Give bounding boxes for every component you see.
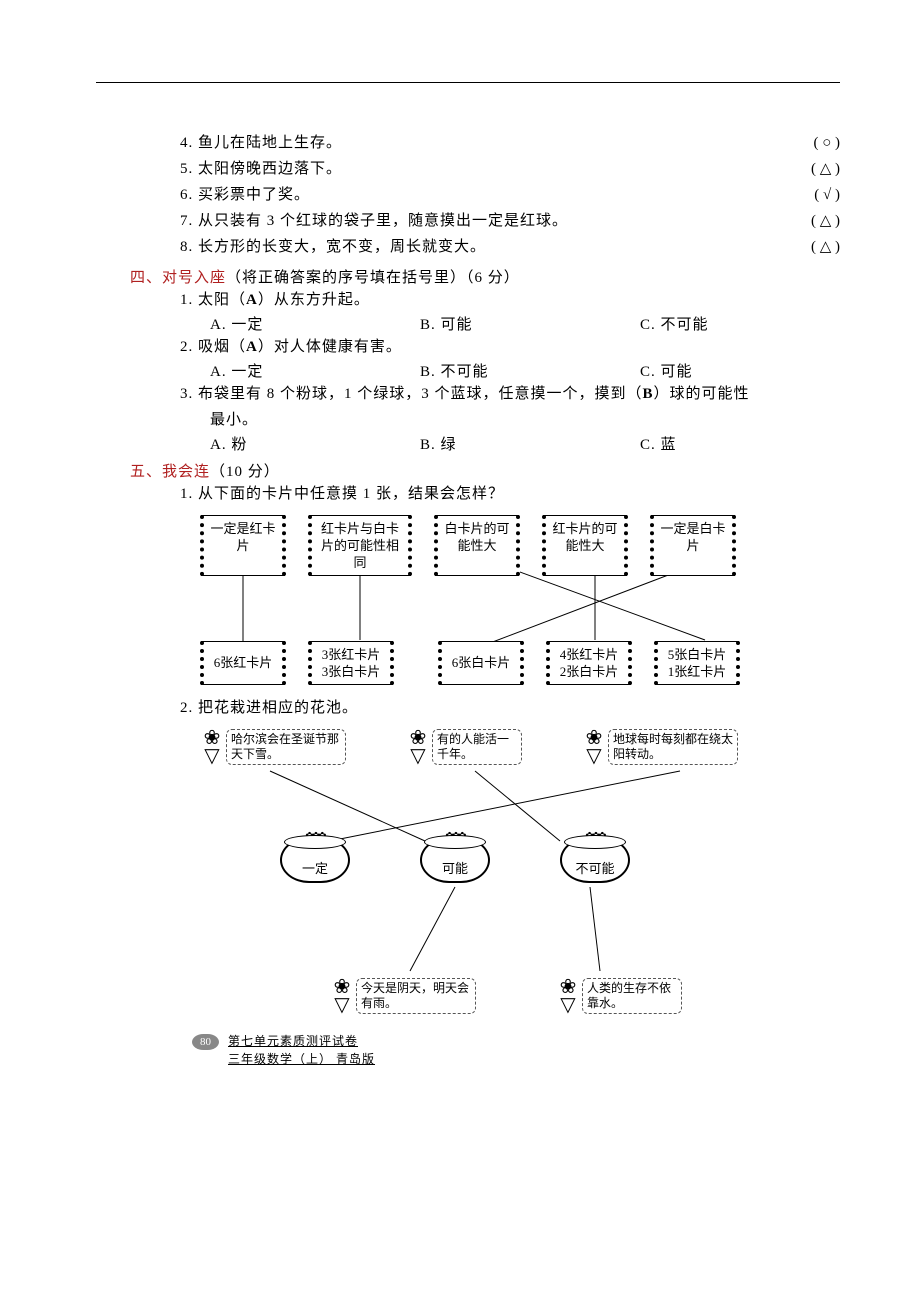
- s4-q2-choices: A. 一定 B. 不可能 C. 可能: [80, 360, 840, 381]
- item-num: 3.: [180, 381, 193, 407]
- answer-bold: A: [246, 339, 258, 355]
- card-top-3: 红卡片的可能性大: [542, 515, 628, 576]
- choice-b: B. 不可能: [420, 360, 640, 381]
- basin-label: 不可能: [562, 858, 628, 877]
- item-text: 太阳傍晚西边落下。: [193, 156, 792, 182]
- choice-c: C. 不可能: [640, 313, 790, 334]
- s3-item-5: 5. 太阳傍晚西边落下。 ( △ ): [80, 156, 840, 182]
- choice-b: B. 可能: [420, 313, 640, 334]
- item-num: 5.: [180, 156, 193, 182]
- section-5-title: 五、我会连（10 分）: [80, 460, 840, 481]
- flowerbox-4: ❀▽ 人类的生存不依靠水。: [556, 978, 682, 1014]
- item-num: 8.: [180, 234, 193, 260]
- item-num: 6.: [180, 182, 193, 208]
- s3-item-8: 8. 长方形的长变大，宽不变，周长就变大。 ( △ ): [80, 234, 840, 260]
- card-row-top: 一定是红卡片 红卡片与白卡片的可能性相同 白卡片的可能性大 红卡片的可能性大 一…: [200, 515, 736, 576]
- flower-icon: ❀▽: [582, 729, 606, 765]
- basin-impossible: ✿✿✿ 不可能: [560, 837, 630, 883]
- footer-line2: 三年级数学（上） 青岛版: [228, 1052, 375, 1066]
- item-text: 从只装有 3 个红球的袋子里，随意摸出一定是红球。: [193, 208, 792, 234]
- pot-label: 有的人能活一千年。: [432, 729, 522, 765]
- item-num: 4.: [180, 130, 193, 156]
- basin-label: 可能: [422, 858, 488, 877]
- item-answer: ( △ ): [792, 234, 840, 260]
- s4-q1-stem: 1. 太阳（A）从东方升起。: [80, 287, 840, 313]
- choice-b: B. 绿: [420, 433, 640, 454]
- footer-line1: 第七单元素质测评试卷: [228, 1034, 358, 1048]
- pot-label: 人类的生存不依靠水。: [582, 978, 682, 1014]
- pot-matching-diagram: ❀▽ 哈尔滨会在圣诞节那天下雪。 ❀▽ 有的人能活一千年。 ❀▽ 地球每时每刻都…: [200, 729, 840, 1014]
- item-text: 买彩票中了奖。: [193, 182, 792, 208]
- s3-item-6: 6. 买彩票中了奖。 ( √ ): [80, 182, 840, 208]
- card-bot-2: 6张白卡片: [438, 641, 524, 685]
- choice-a: A. 粉: [210, 433, 420, 454]
- item-num: 1.: [180, 481, 193, 507]
- basin-label: 一定: [282, 858, 348, 877]
- s3-item-7: 7. 从只装有 3 个红球的袋子里，随意摸出一定是红球。 ( △ ): [80, 208, 840, 234]
- choice-a: A. 一定: [210, 313, 420, 334]
- item-num: 1.: [180, 287, 193, 313]
- s4-q3-stem: 3. 布袋里有 8 个粉球，1 个绿球，3 个蓝球，任意摸一个，摸到（B）球的可…: [80, 381, 840, 407]
- card-top-4: 一定是白卡片: [650, 515, 736, 576]
- match-edge: [590, 887, 600, 971]
- section-4-title: 四、对号入座（将正确答案的序号填在括号里）（6 分）: [80, 266, 840, 287]
- item-text: 鱼儿在陆地上生存。: [193, 130, 792, 156]
- basin-lip: [424, 835, 486, 849]
- pot-label: 哈尔滨会在圣诞节那天下雪。: [226, 729, 346, 765]
- s5-q1-stem: 1. 从下面的卡片中任意摸 1 张，结果会怎样？: [80, 481, 840, 507]
- pot-label: 地球每时每刻都在绕太阳转动。: [608, 729, 738, 765]
- item-answer: ( ○ ): [792, 130, 840, 156]
- pot-row-bot: ❀▽ 今天是阴天，明天会有雨。 ❀▽ 人类的生存不依靠水。: [330, 978, 682, 1014]
- page-footer: 80 第七单元素质测评试卷 三年级数学（上） 青岛版: [192, 1032, 840, 1067]
- flowerbox-2: ❀▽ 地球每时每刻都在绕太阳转动。: [582, 729, 738, 765]
- pot-row-mid: ✿✿✿ 一定 ✿✿✿ 可能 ✿✿✿ 不可能: [280, 837, 630, 883]
- flowerbox-3: ❀▽ 今天是阴天，明天会有雨。: [330, 978, 476, 1014]
- item-answer: ( △ ): [792, 156, 840, 182]
- page-number-badge: 80: [192, 1034, 219, 1050]
- pot-row-top: ❀▽ 哈尔滨会在圣诞节那天下雪。 ❀▽ 有的人能活一千年。 ❀▽ 地球每时每刻都…: [200, 729, 738, 765]
- card-bot-1: 3张红卡片 3张白卡片: [308, 641, 394, 685]
- s4-q3-tail: 最小。: [80, 407, 840, 433]
- flower-icon: ❀▽: [406, 729, 430, 765]
- flower-icon: ❀▽: [556, 978, 580, 1014]
- card-bot-0: 6张红卡片: [200, 641, 286, 685]
- card-matching-diagram: 一定是红卡片 红卡片与白卡片的可能性相同 白卡片的可能性大 红卡片的可能性大 一…: [200, 515, 840, 685]
- card-bot-4: 5张白卡片 1张红卡片: [654, 641, 740, 685]
- answer-bold: B: [643, 386, 654, 402]
- item-answer: ( △ ): [792, 208, 840, 234]
- s4-q1-choices: A. 一定 B. 可能 C. 不可能: [80, 313, 840, 334]
- basin-lip: [284, 835, 346, 849]
- item-answer: ( √ ): [792, 182, 840, 208]
- s5-q2-stem: 2. 把花栽进相应的花池。: [80, 695, 840, 721]
- top-rule: [96, 82, 840, 83]
- item-num: 2.: [180, 334, 193, 360]
- item-num: 7.: [180, 208, 193, 234]
- pot-label: 今天是阴天，明天会有雨。: [356, 978, 476, 1014]
- item-text: 长方形的长变大，宽不变，周长就变大。: [193, 234, 792, 260]
- worksheet-page: 4. 鱼儿在陆地上生存。 ( ○ ) 5. 太阳傍晚西边落下。 ( △ ) 6.…: [0, 0, 920, 1107]
- card-top-2: 白卡片的可能性大: [434, 515, 520, 576]
- flower-icon: ❀▽: [330, 978, 354, 1014]
- card-row-bot: 6张红卡片 3张红卡片 3张白卡片 6张白卡片 4张红卡片 2张白卡片 5张白卡…: [200, 641, 740, 685]
- choice-c: C. 蓝: [640, 433, 790, 454]
- item-num: 2.: [180, 695, 193, 721]
- flower-icon: ❀▽: [200, 729, 224, 765]
- card-top-1: 红卡片与白卡片的可能性相同: [308, 515, 412, 576]
- answer-bold: A: [246, 292, 258, 308]
- match-edge: [410, 887, 455, 971]
- basin-certain: ✿✿✿ 一定: [280, 837, 350, 883]
- s4-q2-stem: 2. 吸烟（A）对人体健康有害。: [80, 334, 840, 360]
- content: 4. 鱼儿在陆地上生存。 ( ○ ) 5. 太阳傍晚西边落下。 ( △ ) 6.…: [80, 90, 840, 1067]
- basin-possible: ✿✿✿ 可能: [420, 837, 490, 883]
- basin-lip: [564, 835, 626, 849]
- s3-item-4: 4. 鱼儿在陆地上生存。 ( ○ ): [80, 130, 840, 156]
- choice-c: C. 可能: [640, 360, 790, 381]
- flowerbox-0: ❀▽ 哈尔滨会在圣诞节那天下雪。: [200, 729, 346, 765]
- choice-a: A. 一定: [210, 360, 420, 381]
- card-bot-3: 4张红卡片 2张白卡片: [546, 641, 632, 685]
- s4-q3-choices: A. 粉 B. 绿 C. 蓝: [80, 433, 840, 454]
- flowerbox-1: ❀▽ 有的人能活一千年。: [406, 729, 522, 765]
- card-top-0: 一定是红卡片: [200, 515, 286, 576]
